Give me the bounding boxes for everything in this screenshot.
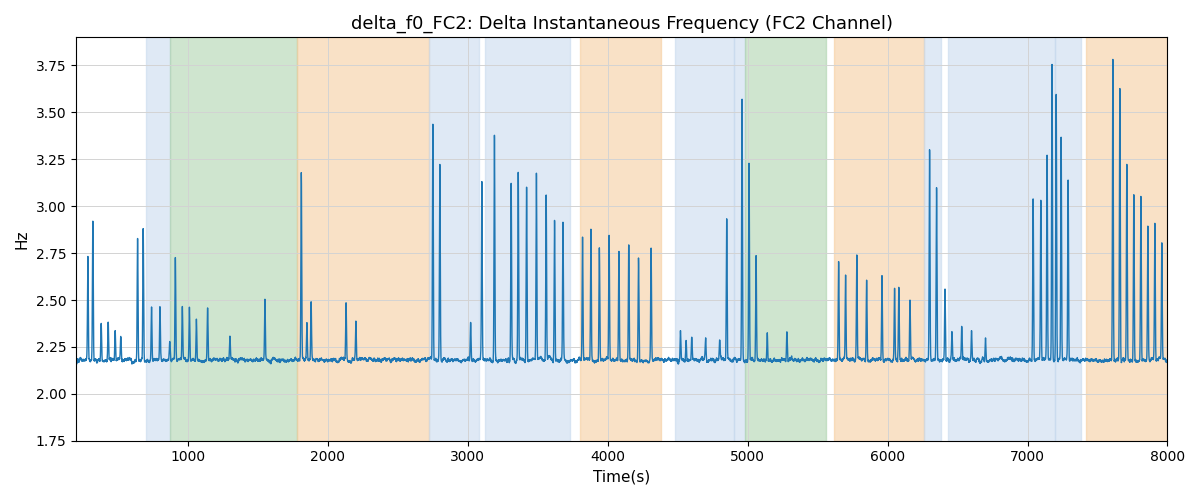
Bar: [924, 38, 941, 440]
Bar: [485, 38, 570, 440]
Bar: [428, 38, 479, 440]
Bar: [745, 38, 826, 440]
Bar: [146, 38, 169, 440]
Bar: [1056, 38, 1081, 440]
Bar: [580, 38, 661, 440]
Bar: [733, 38, 745, 440]
Bar: [1086, 38, 1168, 440]
X-axis label: Time(s): Time(s): [593, 470, 650, 485]
Y-axis label: Hz: Hz: [14, 230, 30, 249]
Title: delta_f0_FC2: Delta Instantaneous Frequency (FC2 Channel): delta_f0_FC2: Delta Instantaneous Freque…: [350, 15, 893, 34]
Bar: [674, 38, 733, 440]
Bar: [948, 38, 1056, 440]
Bar: [834, 38, 924, 440]
Bar: [298, 38, 428, 440]
Bar: [169, 38, 298, 440]
